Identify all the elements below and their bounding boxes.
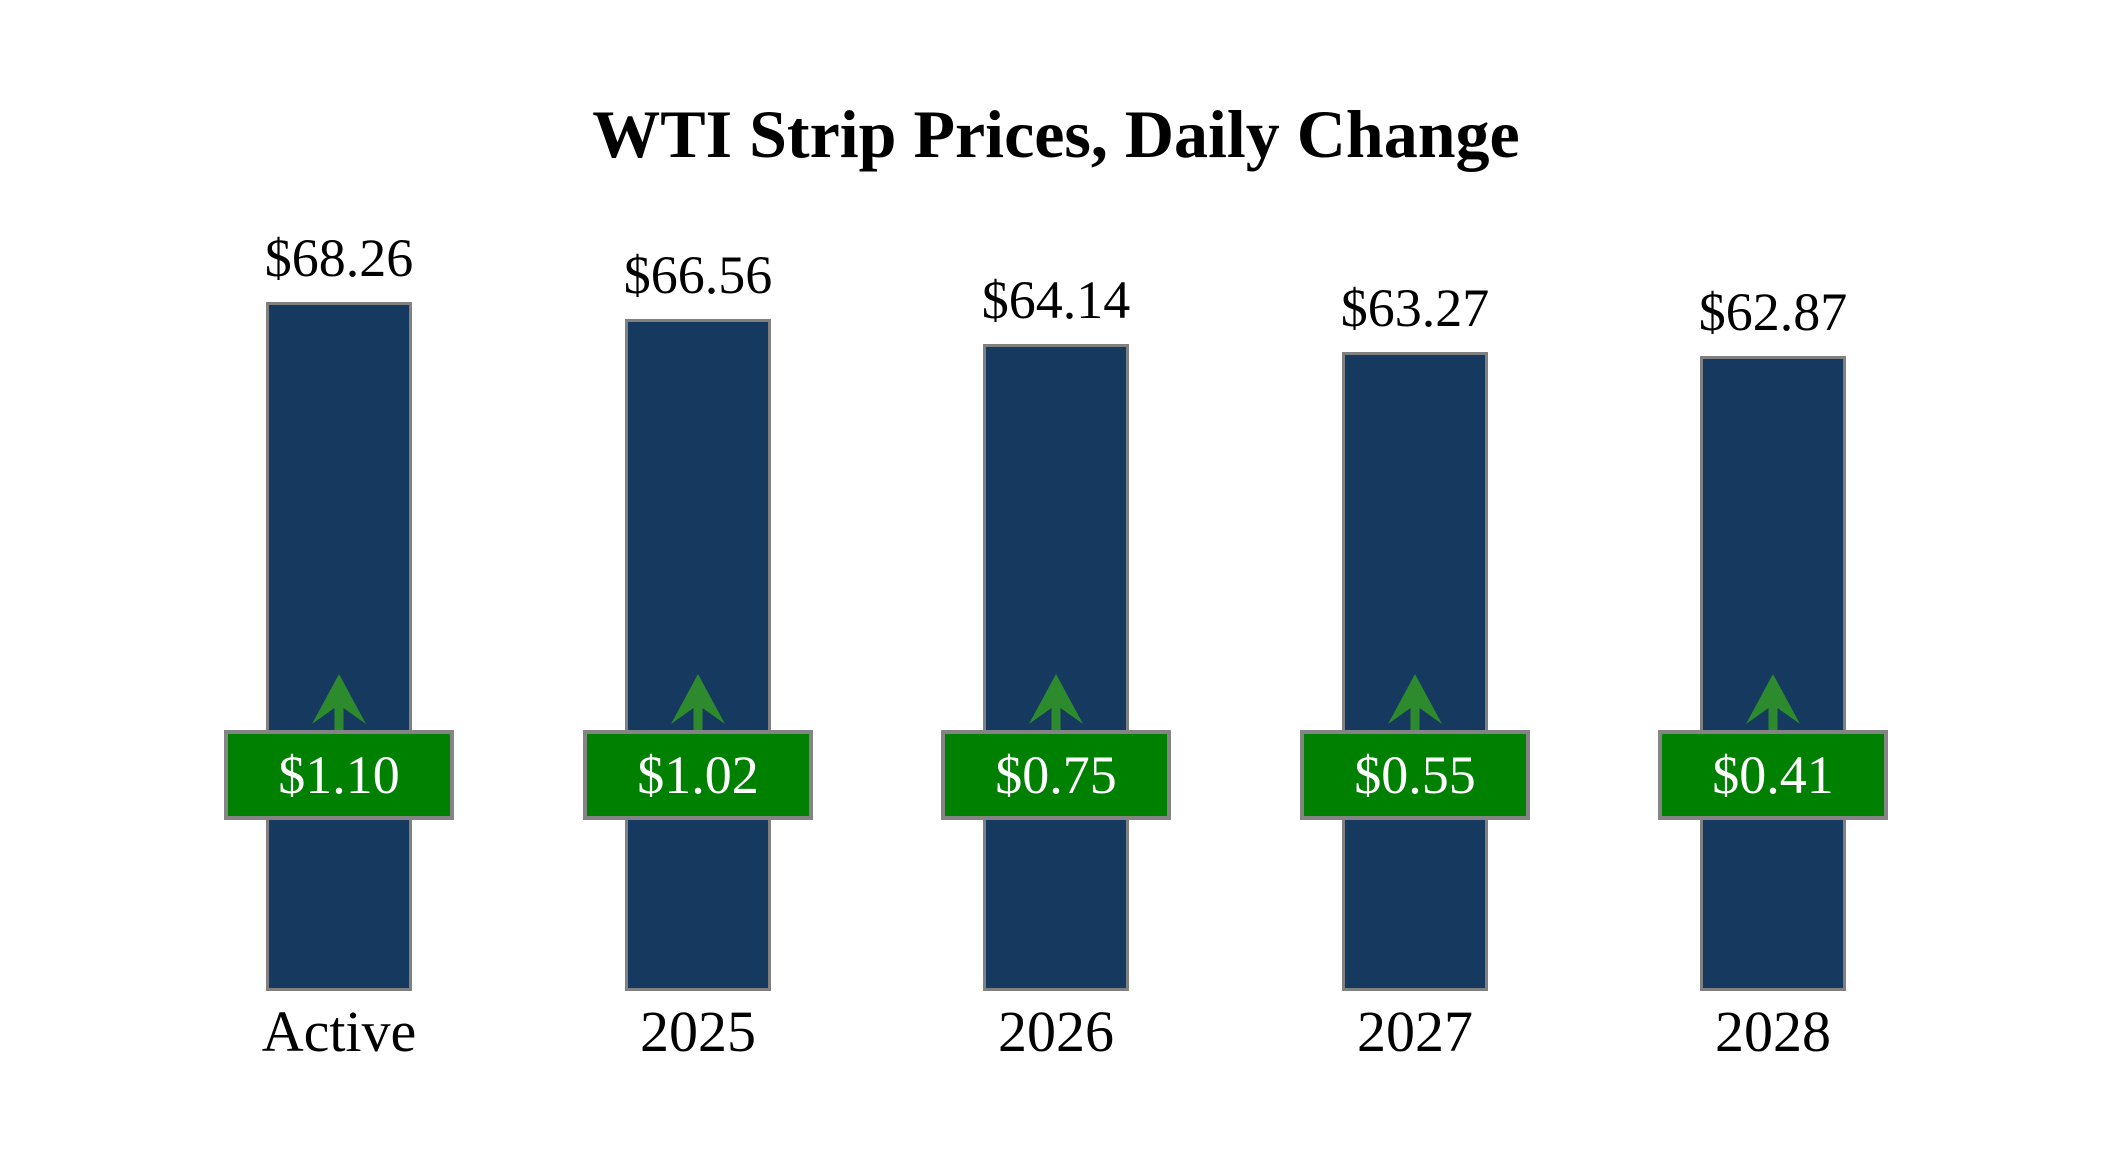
bar-value-label: $62.87 [1698, 282, 1848, 342]
up-arrow-icon [1388, 674, 1442, 731]
bar [266, 302, 412, 991]
bar-value-label: $64.14 [981, 270, 1131, 330]
bar-value-label: $68.26 [264, 228, 414, 288]
chart-title: WTI Strip Prices, Daily Change [592, 96, 1520, 172]
bar-group: $68.26 $1.10 Active [224, 0, 454, 1152]
change-badge: $0.75 [941, 730, 1171, 820]
bar [1342, 352, 1488, 991]
bar-group: $66.56 $1.02 2025 [583, 0, 813, 1152]
bar [625, 319, 771, 991]
bar-value-label: $66.56 [623, 245, 773, 305]
bar [1700, 356, 1846, 991]
change-badge: $1.10 [224, 730, 454, 820]
change-value-label: $1.10 [278, 745, 400, 805]
change-value-label: $0.75 [995, 745, 1117, 805]
category-label: 2025 [640, 999, 756, 1064]
change-value-label: $0.55 [1354, 745, 1476, 805]
change-value-label: $0.41 [1712, 745, 1834, 805]
bar-value-label: $63.27 [1340, 278, 1490, 338]
bar-group: $62.87 $0.41 2028 [1658, 0, 1888, 1152]
up-arrow-icon [671, 674, 725, 731]
bar-group: $63.27 $0.55 2027 [1300, 0, 1530, 1152]
up-arrow-icon [1029, 674, 1083, 731]
bar [983, 344, 1129, 991]
up-arrow-icon [312, 674, 366, 731]
category-label: 2026 [998, 999, 1114, 1064]
change-value-label: $1.02 [637, 745, 759, 805]
up-arrow-icon [1746, 674, 1800, 731]
change-badge: $1.02 [583, 730, 813, 820]
category-label: 2028 [1715, 999, 1831, 1064]
category-label: Active [261, 999, 417, 1064]
change-badge: $0.41 [1658, 730, 1888, 820]
change-badge: $0.55 [1300, 730, 1530, 820]
category-label: 2027 [1357, 999, 1473, 1064]
bar-group: $64.14 $0.75 2026 [941, 0, 1171, 1152]
